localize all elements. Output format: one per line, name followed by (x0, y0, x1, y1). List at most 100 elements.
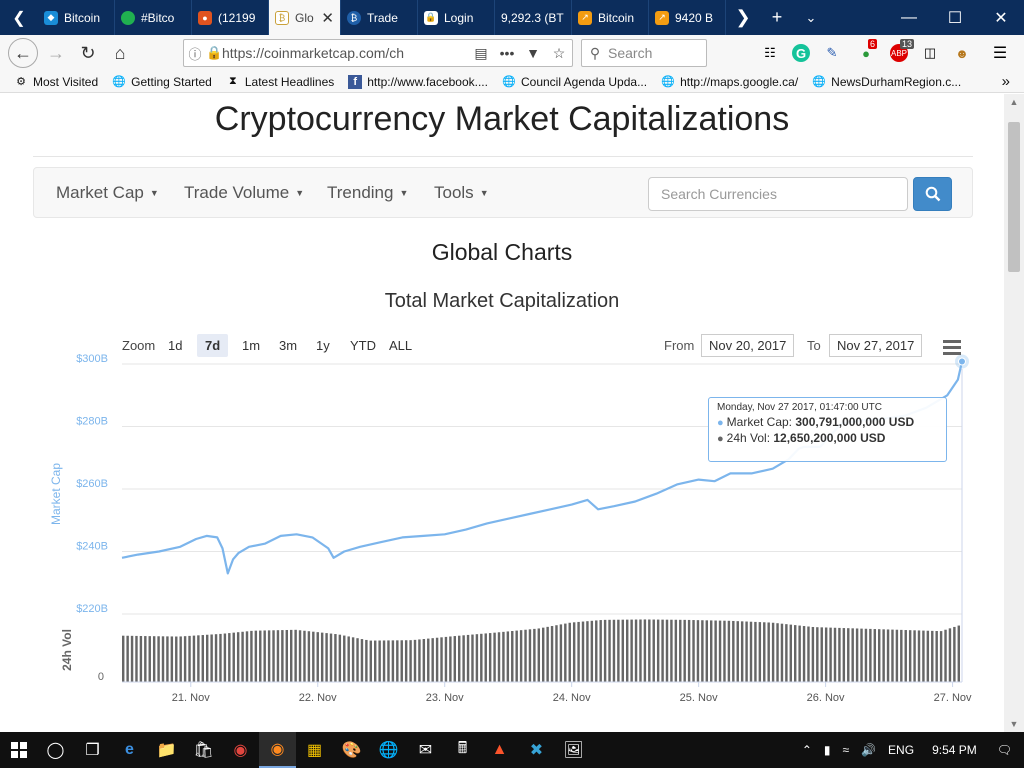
tab-scroll-right-icon[interactable]: ❯ (735, 7, 751, 27)
nav-tools[interactable]: Tools ▼ (434, 168, 489, 217)
bookmark-item[interactable]: 🌐 http://maps.google.ca/ (661, 75, 798, 89)
bookmark-item[interactable]: 🌐 Council Agenda Upda... (502, 75, 647, 89)
bookmark-item[interactable]: 🌐 NewsDurhamRegion.c... (812, 75, 961, 89)
reader-view-icon[interactable]: ▤ (474, 44, 488, 61)
scrollbar-thumb[interactable] (1008, 122, 1020, 272)
windows-start-icon[interactable] (0, 732, 37, 768)
brave-icon[interactable]: ▲ (491, 741, 508, 758)
zoom-all-button[interactable]: ALL (389, 338, 413, 353)
from-date-input[interactable]: Nov 20, 2017 (701, 334, 795, 357)
to-date-input[interactable]: Nov 27, 2017 (829, 334, 923, 357)
tab-scroll-left-icon[interactable]: ❮ (12, 9, 26, 27)
paint-icon[interactable]: 🎨 (341, 742, 362, 759)
battery-icon[interactable]: ▮ (823, 743, 831, 757)
volume-bar (820, 627, 823, 682)
info-icon[interactable]: ⓘ (188, 46, 202, 62)
library-icon[interactable]: ☷ (764, 45, 776, 60)
zoom-ytd-button[interactable]: YTD (350, 338, 376, 353)
browser-tab[interactable]: ● (12199 (192, 0, 269, 35)
volume-bar (188, 635, 191, 682)
volume-bar (263, 630, 266, 682)
browser-tab[interactable]: #Bitco (115, 0, 192, 35)
browser-search-input[interactable]: ⚲ Search (581, 39, 707, 67)
extension-icon[interactable]: ● 6 (862, 39, 878, 61)
chrome-icon[interactable]: ◉ (233, 742, 248, 759)
back-arrow-icon[interactable]: ← (8, 38, 38, 68)
grammarly-icon[interactable]: G (792, 44, 810, 62)
forward-arrow-icon[interactable]: → (47, 42, 65, 63)
bookmark-item[interactable]: 🌐 Getting Started (112, 75, 212, 89)
browser-tab[interactable]: ₿ Trade (341, 0, 418, 35)
browser-tab[interactable]: ↗ 9420 B (649, 0, 726, 35)
page-scrollbar[interactable]: ▲ ▼ (1004, 94, 1024, 732)
bookmark-item[interactable]: ⧗ Latest Headlines (226, 75, 334, 89)
sidebar-icon[interactable]: ◫ (923, 45, 937, 60)
volume-bar (391, 640, 395, 682)
cortana-icon[interactable]: ◯ (46, 742, 65, 759)
volume-icon[interactable]: 🔊 (861, 743, 877, 757)
adblock-icon[interactable]: ABP 13 (890, 39, 915, 62)
scroll-down-icon[interactable]: ▼ (1009, 719, 1019, 729)
firefox-icon[interactable]: ◉ (259, 732, 296, 768)
maximize-icon[interactable]: ☐ (947, 9, 963, 27)
file-explorer-icon[interactable]: 📁 (156, 742, 177, 759)
tab-list-chevron-icon[interactable]: ⌄ (805, 9, 817, 25)
browser-tab[interactable]: 9,292.3 (BT (495, 0, 572, 35)
notifications-icon[interactable]: 🗨 (996, 743, 1012, 757)
tab-favicon (121, 10, 135, 25)
zoom-3m-button[interactable]: 3m (279, 338, 298, 353)
bookmark-item[interactable]: ⚙ Most Visited (14, 75, 98, 89)
monkey-extension-icon[interactable]: ☻ (955, 45, 969, 61)
tab-close-icon[interactable]: ✕ (321, 9, 334, 27)
close-window-icon[interactable]: ✕ (994, 9, 1008, 27)
menu-hamburger-icon[interactable]: ☰ (992, 45, 1008, 62)
zoom-7d-button[interactable]: 7d (197, 334, 229, 357)
browser-tab-active[interactable]: ₿ Glo ✕ (269, 0, 341, 35)
bookmark-star-icon[interactable]: ☆ (552, 44, 566, 61)
zoom-1d-button[interactable]: 1d (168, 338, 183, 353)
page-actions-icon[interactable]: ••• (499, 45, 515, 61)
x-tick-label: 21. Nov (172, 692, 210, 704)
tray-chevron-up-icon[interactable]: ⌃ (801, 743, 812, 757)
calculator-icon[interactable]: 🖩 (457, 739, 468, 757)
calculator-grid-icon[interactable]: ▦ (306, 742, 323, 759)
clock[interactable]: 9:54 PM (932, 743, 977, 757)
new-tab-icon[interactable]: + (771, 7, 783, 27)
nav-trending[interactable]: Trending ▼ (327, 168, 408, 217)
mail-icon[interactable]: ✉ (418, 742, 433, 759)
pocket-icon[interactable]: ▼ (526, 45, 540, 61)
store-icon[interactable]: 🛍 (193, 742, 214, 759)
scroll-up-icon[interactable]: ▲ (1009, 97, 1019, 107)
tooltip-value: 12,650,200,000 USD (773, 431, 886, 445)
language-indicator[interactable]: ENG (888, 743, 915, 757)
eyedropper-icon[interactable]: ✎ (826, 45, 838, 60)
volume-bar (378, 640, 381, 682)
nav-market-cap[interactable]: Market Cap ▼ (56, 168, 159, 217)
zoom-1m-button[interactable]: 1m (242, 338, 261, 353)
volume-bar (763, 622, 766, 682)
wifi-icon[interactable]: ≈ (842, 743, 850, 757)
browser-tab[interactable]: ↗ Bitcoin (572, 0, 649, 35)
home-icon[interactable]: ⌂ (114, 42, 126, 63)
chart-menu-icon[interactable] (943, 340, 961, 358)
bookmark-item[interactable]: f http://www.facebook.... (348, 74, 488, 89)
browser-tab[interactable]: 🔒 Login (418, 0, 495, 35)
currency-search-button[interactable] (913, 177, 952, 211)
currency-search-input[interactable]: Search Currencies (648, 177, 908, 211)
reload-icon[interactable]: ↻ (80, 42, 96, 63)
nav-trade-volume[interactable]: Trade Volume ▼ (184, 168, 304, 217)
app-x-icon[interactable]: ✖ (529, 742, 544, 759)
url-text[interactable]: https://coinmarketcap.com/ch (222, 45, 405, 61)
globe-app-icon[interactable]: 🌐 (378, 742, 399, 759)
photos-icon[interactable]: 🖼 (563, 742, 584, 759)
bookmarks-overflow-icon[interactable]: » (1001, 73, 1010, 90)
url-bar[interactable]: ⓘ 🔒 https://coinmarketcap.com/ch ▤ ••• ▼… (183, 39, 573, 67)
task-view-icon[interactable]: ❐ (85, 742, 100, 759)
zoom-1y-button[interactable]: 1y (316, 338, 330, 353)
volume-bar (506, 631, 510, 682)
adblock-badge: 13 (900, 39, 915, 49)
edge-icon[interactable]: e (125, 741, 134, 758)
minimize-icon[interactable]: — (901, 8, 917, 26)
browser-tab[interactable]: ◆ Bitcoin (38, 0, 115, 35)
globe-icon: 🌐 (502, 76, 516, 88)
